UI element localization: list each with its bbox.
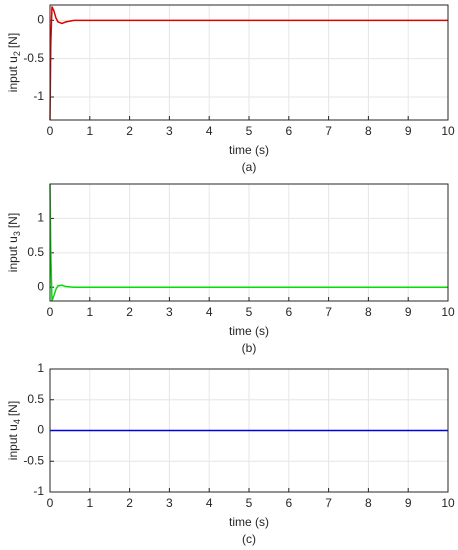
axes-frame — [49, 368, 449, 493]
x-tick-label: 3 — [166, 305, 173, 319]
line-series — [49, 183, 448, 302]
y-tick-label: -0.5 — [23, 51, 44, 65]
subplot: 0 1 2 3 4 5 6 7 8 9 10 -1 -0.5 0 0.5 1 time (s) (c) input … — [6, 361, 455, 546]
y-axis-label: input u4 [N] — [6, 401, 22, 460]
axes-frame — [49, 183, 449, 302]
x-tick-label: 6 — [285, 496, 292, 510]
y-label-subscript: 3 — [12, 231, 22, 236]
caption: (c) — [242, 532, 256, 546]
x-tick-label: 8 — [365, 305, 372, 319]
x-tick-label: 0 — [47, 496, 54, 510]
y-label-subscript: 2 — [12, 51, 22, 56]
y-tick-label: 0 — [37, 13, 44, 27]
x-tick-label: 1 — [86, 305, 93, 319]
y-tick-label: 1 — [37, 211, 44, 225]
x-tick-label: 4 — [206, 496, 213, 510]
x-tick-label: 2 — [126, 305, 133, 319]
x-tick-label: 6 — [285, 305, 292, 319]
caption: (a) — [242, 160, 257, 174]
y-label-text: input u — [6, 236, 20, 272]
y-tick-label: -0.5 — [23, 453, 44, 467]
x-tick-label: 4 — [206, 124, 213, 138]
x-tick-label: 10 — [441, 305, 455, 319]
y-tick-label: 0.5 — [27, 245, 44, 259]
y-label-unit: [N] — [6, 213, 20, 228]
y-tick-label: 1 — [37, 361, 44, 375]
y-label-subscript: 4 — [12, 419, 22, 424]
x-tick-label: 3 — [166, 496, 173, 510]
x-tick-label: 7 — [325, 305, 332, 319]
caption: (b) — [242, 341, 257, 355]
y-axis-label: input u2 [N] — [6, 33, 22, 92]
x-tick-label: 9 — [405, 124, 412, 138]
y-label-unit: [N] — [6, 33, 20, 48]
x-tick-label: 10 — [441, 124, 455, 138]
x-axis-label: time (s) — [229, 143, 269, 157]
x-axis-label: time (s) — [229, 324, 269, 338]
x-tick-label: 4 — [206, 305, 213, 319]
x-tick-label: 5 — [246, 305, 253, 319]
x-tick-label: 5 — [246, 124, 253, 138]
y-label-text: input u — [6, 56, 20, 92]
y-axis-label: input u3 [N] — [6, 213, 22, 272]
x-tick-label: 1 — [86, 496, 93, 510]
x-tick-label: 10 — [441, 496, 455, 510]
x-tick-label: 9 — [405, 496, 412, 510]
axes-frame — [49, 4, 449, 121]
y-tick-label: 0.5 — [27, 392, 44, 406]
x-tick-label: 6 — [285, 124, 292, 138]
x-tick-label: 3 — [166, 124, 173, 138]
x-tick-label: 8 — [365, 496, 372, 510]
x-tick-label: 0 — [47, 124, 54, 138]
y-tick-label: 0 — [37, 279, 44, 293]
x-tick-label: 7 — [325, 496, 332, 510]
x-tick-label: 7 — [325, 124, 332, 138]
x-tick-label: 5 — [246, 496, 253, 510]
y-tick-label: -1 — [33, 89, 44, 103]
y-tick-label: -1 — [33, 484, 44, 498]
x-axis-label: time (s) — [229, 515, 269, 529]
y-label-text: input u — [6, 424, 20, 460]
x-tick-label: 1 — [86, 124, 93, 138]
y-label-unit: [N] — [6, 401, 20, 416]
x-tick-label: 8 — [365, 124, 372, 138]
x-tick-label: 2 — [126, 124, 133, 138]
line-series — [49, 6, 448, 121]
x-tick-label: 2 — [126, 496, 133, 510]
y-tick-label: 0 — [37, 423, 44, 437]
x-tick-label: 9 — [405, 305, 412, 319]
x-tick-label: 0 — [47, 305, 54, 319]
